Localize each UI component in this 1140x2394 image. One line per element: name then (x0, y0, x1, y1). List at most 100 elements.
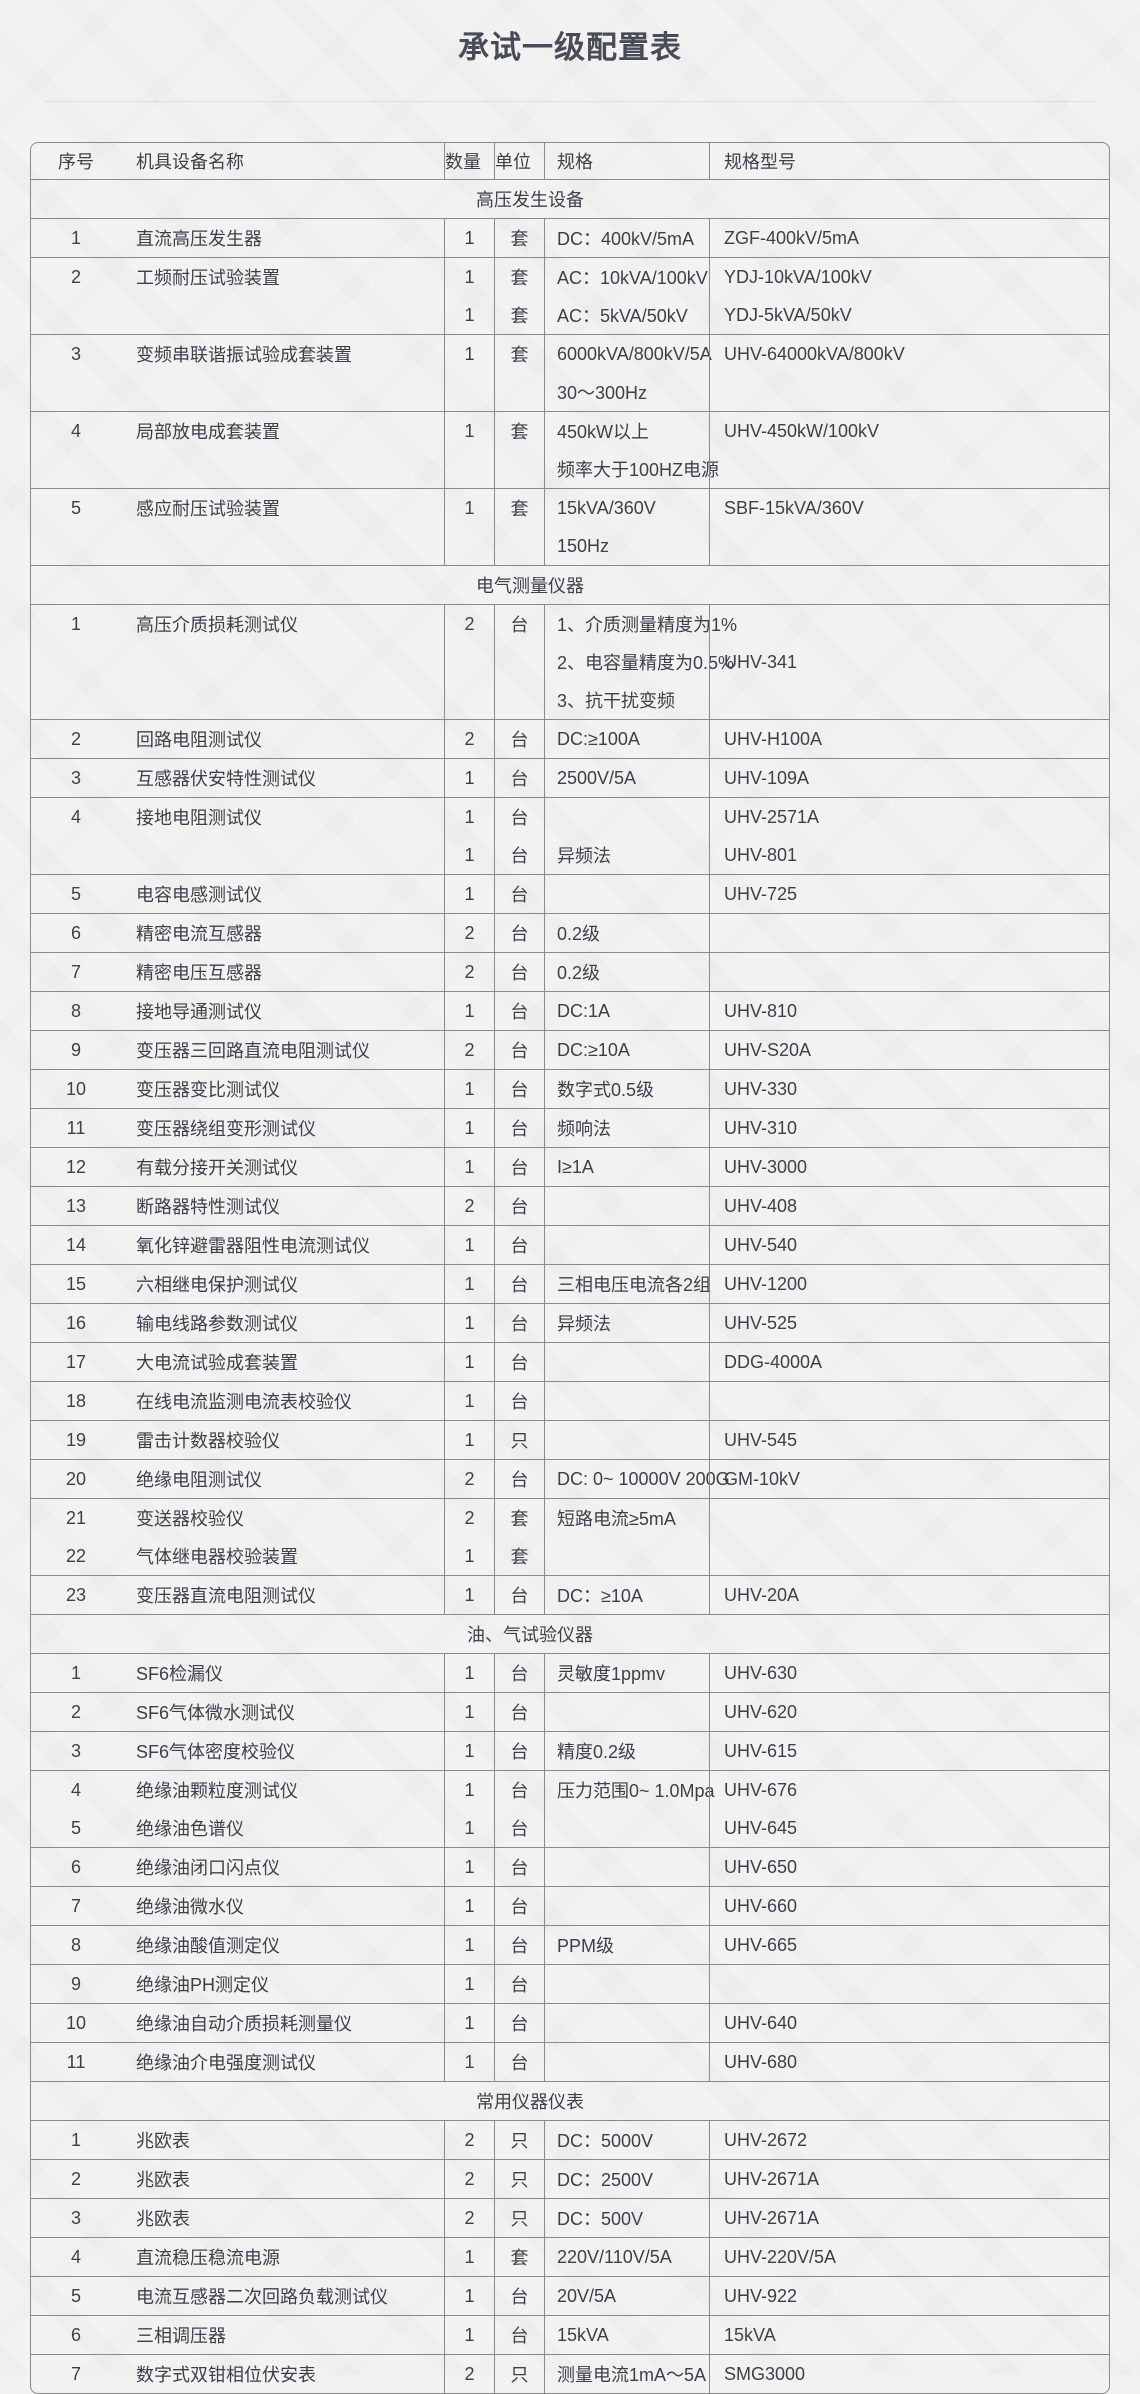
table-row: 5 电流互感器二次回路负载测试仪 1 台 20V/5A UHV-922 (31, 2276, 1109, 2315)
cell-spec: 6000kVA/800kV/5A 30～300Hz (544, 335, 712, 411)
cell-qty-line: 1 (464, 883, 475, 904)
cell-model-line: UHV-630 (724, 1662, 798, 1683)
cell-spec (544, 1848, 709, 1886)
cell-model-line (724, 1965, 1109, 2003)
cell-spec-line: I≥1A (557, 1156, 594, 1177)
cell-qty-line: 1 (464, 1312, 475, 1333)
cell-qty-line: 1 (464, 2012, 475, 2033)
cell-name-line: SF6气体密度校验仪 (136, 1742, 296, 1762)
cell-unit: 台台 (494, 1771, 544, 1847)
cell-name-line: 兆欧表 (136, 2131, 190, 2151)
cell-qty-line: 2 (464, 1039, 475, 1060)
table-row: 10 绝缘油自动介质损耗测量仪 1 台 UHV-640 (31, 2003, 1109, 2042)
cell-no-line: 1 (70, 1662, 81, 1683)
cell-spec-line: DC：5000V (557, 2131, 654, 2151)
table-row: 1 直流高压发生器 1 套 DC：400kV/5mA ZGF-400kV/5mA (31, 218, 1109, 257)
cell-unit-line: 套 (510, 1547, 529, 1567)
cell-qty-line: 1 (464, 1078, 475, 1099)
cell-model: UHV-109A (709, 759, 1109, 797)
cell-qty: 1 (444, 1926, 494, 1964)
cell-name: 绝缘油自动介质损耗测量仪 (121, 2004, 444, 2042)
cell-model-line: UHV-660 (724, 1895, 798, 1916)
title-divider (45, 101, 1095, 102)
cell-spec-line: DC：400kV/5mA (557, 229, 695, 249)
cell-no-line: 1 (70, 613, 81, 634)
cell-unit-line: 台 (510, 1158, 529, 1178)
cell-spec-line (557, 1848, 709, 1886)
cell-model-line: UHV-408 (724, 1195, 798, 1216)
table-row: 13 断路器特性测试仪 2 台 UHV-408 (31, 1186, 1109, 1225)
cell-qty-line: 1 (464, 497, 475, 518)
section-row: 高压发生设备 (31, 179, 1109, 218)
cell-unit-line: 台 (510, 1314, 529, 1334)
cell-name-line: 绝缘油PH测定仪 (136, 1975, 270, 1995)
cell-name-line: 气体继电器校验装置 (136, 1547, 298, 1567)
cell-model-line: UHV-645 (724, 1817, 798, 1838)
cell-name-line: 数字式双钳相位伏安表 (136, 2365, 316, 2385)
cell-spec: I≥1A (544, 1148, 709, 1186)
cell-name: 互感器伏安特性测试仪 (121, 759, 444, 797)
cell-no: 1 (31, 1654, 121, 1692)
cell-spec-line (557, 1226, 709, 1264)
cell-model-line: UHV-525 (724, 1312, 798, 1333)
cell-qty: 1 (444, 412, 494, 488)
cell-qty: 1 (444, 1304, 494, 1342)
cell-model-line: YDJ-5kVA/50kV (724, 304, 852, 325)
table-row: 1 兆欧表 2 只 DC：5000V UHV-2672 (31, 2120, 1109, 2159)
cell-model-line: UHV-220V/5A (724, 2246, 837, 2267)
cell-name-line: 精密电流互感器 (136, 924, 262, 944)
cell-unit-line: 台 (510, 1119, 529, 1139)
cell-no: 9 (31, 1965, 121, 2003)
cell-no: 14 (31, 1226, 121, 1264)
cell-unit-line: 套 (510, 1509, 529, 1529)
cell-unit-line: 只 (510, 2365, 529, 2385)
table-row: 20 绝缘电阻测试仪 2 台 DC: 0~ 10000V 200G GM-10kV (31, 1459, 1109, 1498)
cell-spec-line: 1、介质测量精度为1% (557, 615, 738, 635)
cell-name: 兆欧表 (121, 2199, 444, 2237)
cell-model-line: UHV-922 (724, 2285, 798, 2306)
cell-unit: 台 (494, 1031, 544, 1069)
cell-model-line: UHV-2671A (724, 2168, 820, 2189)
cell-spec (544, 1693, 709, 1731)
section-row: 电气测量仪器 (31, 565, 1109, 604)
cell-spec-line: 3、抗干扰变频 (557, 691, 676, 711)
cell-spec (544, 1343, 709, 1381)
cell-qty-line: 1 (464, 420, 475, 441)
cell-name: 变送器校验仪 气体继电器校验装置 (121, 1499, 444, 1575)
cell-qty-line: 1 (464, 1740, 475, 1761)
cell-spec (544, 2043, 709, 2081)
cell-qty: 1 (444, 489, 494, 565)
cell-spec-line (557, 2043, 709, 2081)
cell-no: 6 (31, 914, 121, 952)
cell-spec: 测量电流1mA～5A (544, 2355, 709, 2393)
cell-name-line: 变压器变比测试仪 (136, 1080, 280, 1100)
cell-name: 感应耐压试验装置 (121, 489, 444, 565)
cell-no-line: 2 (70, 1701, 81, 1722)
cell-qty: 2 (444, 605, 494, 719)
cell-model-line: UHV-801 (724, 844, 798, 865)
column-header-no: 序号 (58, 152, 94, 172)
cell-model-line: GM-10kV (724, 1468, 801, 1489)
cell-model-line: UHV-615 (724, 1740, 798, 1761)
cell-spec: PPM级 (544, 1926, 709, 1964)
cell-model-line: UHV-810 (724, 1000, 798, 1021)
cell-qty-line: 1 (464, 227, 475, 248)
cell-model: UHV-525 (709, 1304, 1109, 1342)
table-row: 6 绝缘油闭口闪点仪 1 台 UHV-650 (31, 1847, 1109, 1886)
cell-spec-line: AC：10kVA/100kV (557, 268, 708, 288)
table-body: 高压发生设备 1 直流高压发生器 1 套 DC：400kV/5mA ZGF-400kV/5m… (31, 179, 1109, 2393)
cell-name: 接地导通测试仪 (121, 992, 444, 1030)
cell-qty-line: 2 (464, 2363, 475, 2384)
cell-name-line: 有载分接开关测试仪 (136, 1158, 298, 1178)
cell-qty-line: 2 (464, 613, 475, 634)
cell-model-line: UHV-665 (724, 1934, 798, 1955)
cell-name-line: 雷击计数器校验仪 (136, 1431, 280, 1451)
cell-qty-line: 2 (464, 922, 475, 943)
cell-spec-line (557, 1382, 709, 1420)
cell-no-line: 11 (66, 1117, 86, 1138)
table-row: 3 变频串联谐振试验成套装置 1 套 6000kVA/800kV/5A 30～300Hz U… (31, 334, 1109, 411)
cell-qty: 1 (444, 1965, 494, 2003)
cell-spec: AC：10kVA/100kV AC：5kVA/50kV (544, 258, 709, 334)
cell-spec (544, 1382, 709, 1420)
cell-model: UHV-1200 (709, 1265, 1109, 1303)
